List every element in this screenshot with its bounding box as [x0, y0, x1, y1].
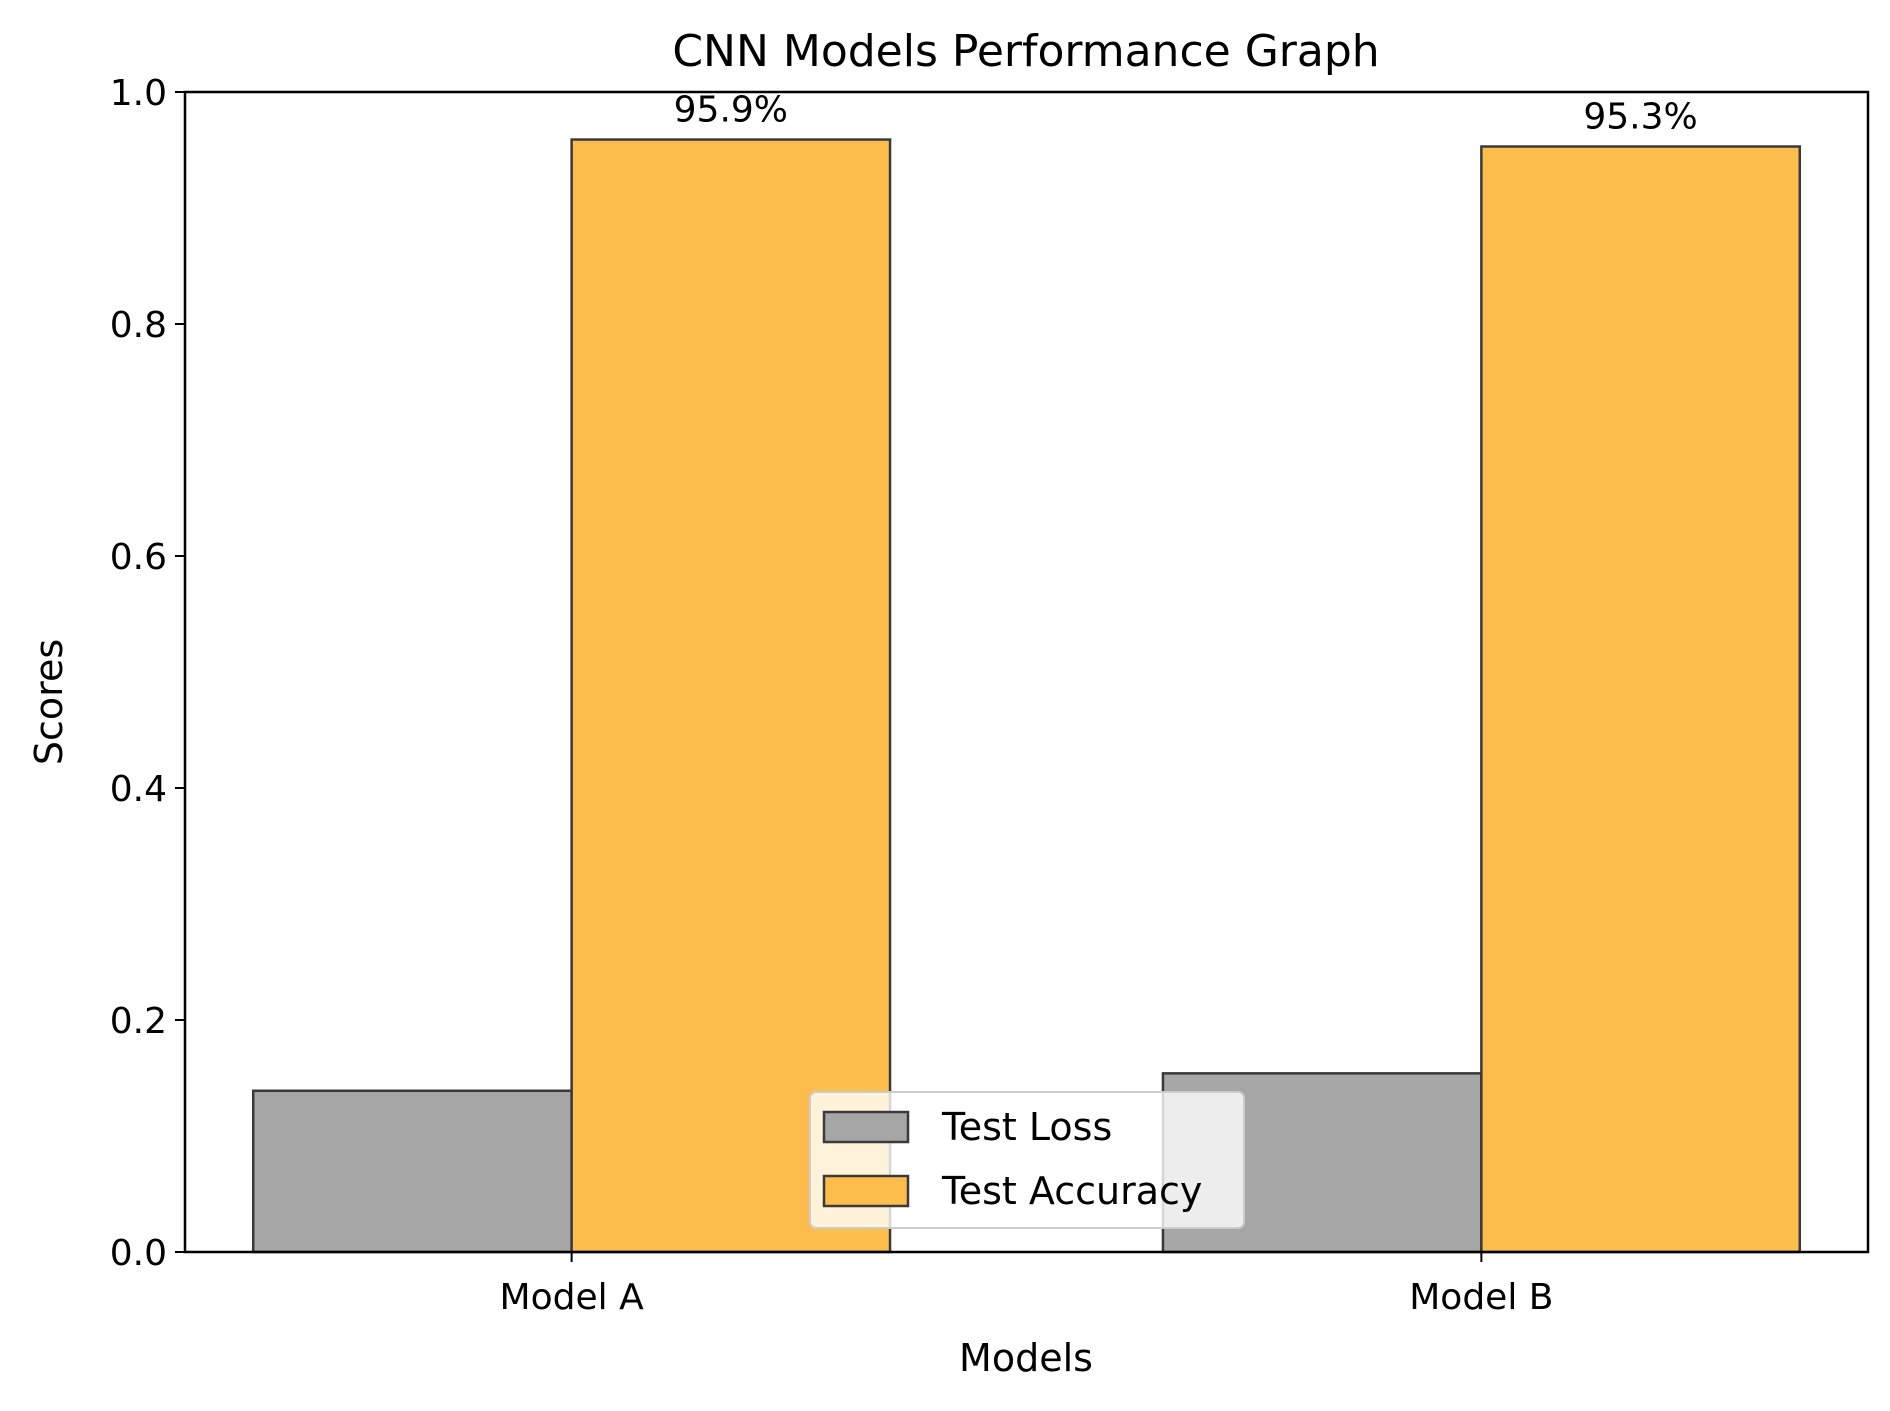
legend-box	[809, 1091, 1245, 1229]
y-axis-label: Scores	[27, 639, 71, 765]
bar-series-0-cat-0	[251, 1089, 573, 1254]
chart-title: CNN Models Performance Graph	[672, 26, 1379, 77]
x-axis-label: Models	[959, 1336, 1093, 1380]
x-tick-label-1: Model B	[1409, 1277, 1553, 1318]
y-tick-label-3: 0.6	[110, 537, 167, 578]
bar-series-1-cat-1	[1480, 145, 1802, 1254]
data-label-series-1-cat-1: 95.3%	[1583, 97, 1697, 138]
x-axis-ticks: Model A Model B	[500, 1252, 1553, 1318]
y-axis-ticks: 0.0 0.2 0.4 0.6 0.8 1.0	[110, 73, 185, 1274]
plot-frame	[183, 90, 1870, 1254]
legend-swatch-1	[822, 1174, 910, 1208]
y-tick-label-1: 0.2	[110, 1001, 167, 1042]
data-labels-group: 95.9% 95.3%	[674, 90, 1698, 138]
legend-swatch-0	[822, 1110, 910, 1144]
bars-group	[251, 138, 1802, 1254]
legend: Test Loss Test Accuracy	[809, 1091, 1245, 1229]
y-tick-label-5: 1.0	[110, 73, 167, 114]
bar-series-1-cat-0	[570, 138, 892, 1254]
data-label-series-1-cat-0: 95.9%	[674, 90, 788, 131]
y-tick-label-4: 0.8	[110, 305, 167, 346]
x-tick-label-0: Model A	[500, 1277, 645, 1318]
legend-label-1: Test Accuracy	[941, 1169, 1202, 1213]
legend-label-0: Test Loss	[941, 1105, 1112, 1149]
y-tick-label-2: 0.4	[110, 769, 167, 810]
y-tick-label-0: 0.0	[110, 1233, 167, 1274]
